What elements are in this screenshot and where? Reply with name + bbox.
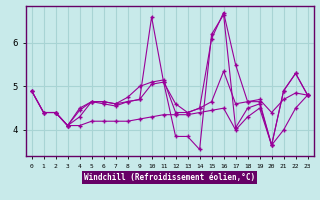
X-axis label: Windchill (Refroidissement éolien,°C): Windchill (Refroidissement éolien,°C) [84, 173, 255, 182]
